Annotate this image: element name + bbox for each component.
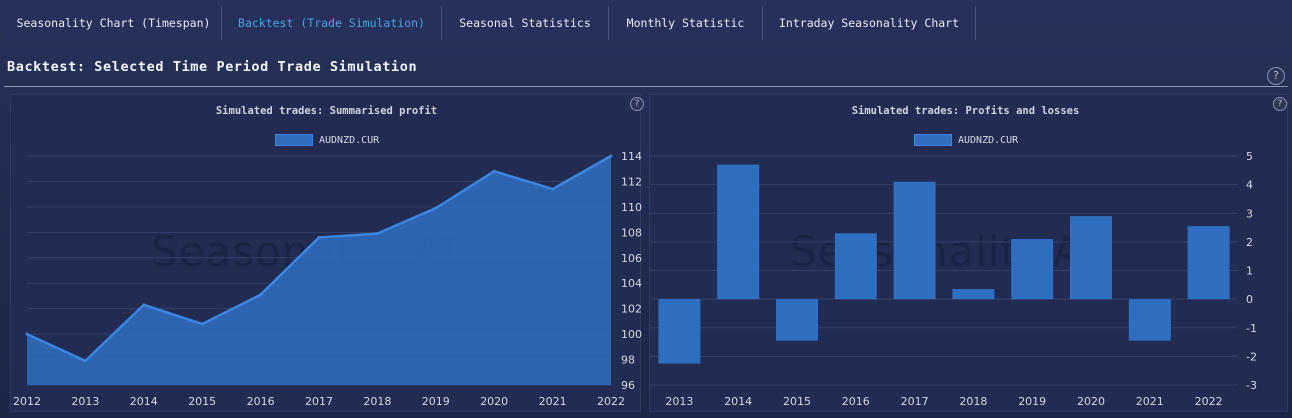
profits-losses-chart: -3 -2 -1 0 1 2 3 4 5 2013 2014 2015 2016 2017 2018 2019… bbox=[650, 150, 1257, 408]
x-tick-label: 2020 bbox=[1077, 395, 1105, 408]
x-tick-label: 2018 bbox=[363, 395, 391, 408]
x-tick-label: 2018 bbox=[959, 395, 987, 408]
x-tick-label: 2022 bbox=[1195, 395, 1223, 408]
data-point bbox=[142, 303, 146, 307]
legend-swatch bbox=[914, 134, 952, 146]
x-tick-label: 2014 bbox=[130, 395, 158, 408]
tab-monthly-statistic[interactable]: Monthly Statistic bbox=[609, 6, 763, 40]
y-tick-label: 96 bbox=[621, 379, 635, 392]
profits-losses-panel: Simulated trades: Profits and losses ? A… bbox=[649, 94, 1288, 412]
y-tick-label: 112 bbox=[621, 175, 642, 188]
title-divider bbox=[4, 86, 1288, 87]
y-tick-label: 102 bbox=[621, 303, 642, 316]
data-point bbox=[375, 232, 379, 236]
bar bbox=[1011, 239, 1054, 300]
data-point bbox=[492, 169, 496, 173]
left-chart-help-icon[interactable]: ? bbox=[630, 97, 644, 111]
y-tick-label: 1 bbox=[1246, 265, 1253, 278]
x-tick-label: 2021 bbox=[539, 395, 567, 408]
x-tick-label: 2016 bbox=[247, 395, 275, 408]
legend-label: AUDNZD.CUR bbox=[319, 134, 380, 146]
summarised-profit-chart: 96 98 100 102 104 106 108 110 112 114 2012 2013 2014… bbox=[13, 150, 642, 408]
y-tick-label: 100 bbox=[621, 328, 642, 341]
data-point bbox=[83, 359, 87, 363]
bar bbox=[1128, 299, 1171, 341]
x-tick-label: 2015 bbox=[783, 395, 811, 408]
data-point bbox=[317, 235, 321, 239]
series-area bbox=[27, 156, 611, 385]
y-tick-label: -3 bbox=[1246, 379, 1257, 392]
x-tick-label: 2012 bbox=[13, 395, 41, 408]
bar bbox=[1187, 226, 1230, 300]
bar bbox=[658, 299, 701, 364]
bar bbox=[1070, 216, 1112, 300]
page-help-icon[interactable]: ? bbox=[1267, 67, 1285, 85]
tab-backtest[interactable]: Backtest (Trade Simulation) bbox=[222, 6, 442, 40]
y-tick-label: 106 bbox=[621, 252, 642, 265]
bar bbox=[952, 289, 995, 300]
x-tick-label: 2013 bbox=[71, 395, 99, 408]
y-tick-label: 98 bbox=[621, 354, 635, 367]
x-tick-label: 2020 bbox=[480, 395, 508, 408]
data-point bbox=[200, 322, 204, 326]
tab-seasonality-chart[interactable]: Seasonality Chart (Timespan) bbox=[6, 6, 222, 40]
data-point bbox=[609, 154, 613, 158]
y-tick-label: 110 bbox=[621, 201, 642, 214]
data-point bbox=[551, 187, 555, 191]
right-chart-title: Simulated trades: Profits and losses bbox=[851, 105, 1080, 117]
data-point bbox=[434, 206, 438, 210]
bar bbox=[893, 181, 936, 300]
y-tick-label: 5 bbox=[1246, 150, 1253, 163]
bar bbox=[717, 164, 760, 300]
y-tick-label: 114 bbox=[621, 150, 642, 163]
y-tick-label: 0 bbox=[1246, 293, 1253, 306]
bar bbox=[776, 299, 818, 341]
x-tick-label: 2017 bbox=[901, 395, 929, 408]
page-title: Backtest: Selected Time Period Trade Sim… bbox=[7, 59, 418, 75]
x-tick-label: 2013 bbox=[665, 395, 693, 408]
legend-swatch bbox=[275, 134, 313, 146]
y-tick-label: 104 bbox=[621, 277, 642, 290]
bar bbox=[834, 233, 877, 300]
x-tick-label: 2016 bbox=[842, 395, 870, 408]
y-tick-label: -2 bbox=[1246, 350, 1257, 363]
x-tick-label: 2017 bbox=[305, 395, 333, 408]
x-tick-label: 2022 bbox=[597, 395, 625, 408]
x-tick-label: 2015 bbox=[188, 395, 216, 408]
x-tick-label: 2021 bbox=[1136, 395, 1164, 408]
y-tick-label: -1 bbox=[1246, 322, 1257, 335]
tab-seasonal-statistics[interactable]: Seasonal Statistics bbox=[442, 6, 609, 40]
left-chart-legend[interactable]: AUDNZD.CUR bbox=[275, 134, 379, 146]
y-tick-label: 2 bbox=[1246, 236, 1253, 249]
x-tick-label: 2014 bbox=[724, 395, 752, 408]
y-tick-label: 108 bbox=[621, 226, 642, 239]
tab-intraday-seasonality-chart[interactable]: Intraday Seasonality Chart bbox=[763, 6, 976, 40]
y-tick-label: 3 bbox=[1246, 207, 1253, 220]
left-chart-title: Simulated trades: Summarised profit bbox=[215, 105, 438, 117]
right-chart-help-icon[interactable]: ? bbox=[1273, 97, 1287, 111]
x-tick-label: 2019 bbox=[422, 395, 450, 408]
summarised-profit-panel: Simulated trades: Summarised profit ? AU… bbox=[10, 94, 644, 412]
right-chart-legend[interactable]: AUDNZD.CUR bbox=[914, 134, 1018, 146]
y-tick-label: 4 bbox=[1246, 179, 1253, 192]
x-tick-label: 2019 bbox=[1018, 395, 1046, 408]
data-point bbox=[25, 332, 29, 336]
tab-bar: Seasonality Chart (Timespan) Backtest (T… bbox=[6, 6, 976, 40]
data-point bbox=[259, 293, 263, 297]
legend-label: AUDNZD.CUR bbox=[958, 134, 1019, 146]
